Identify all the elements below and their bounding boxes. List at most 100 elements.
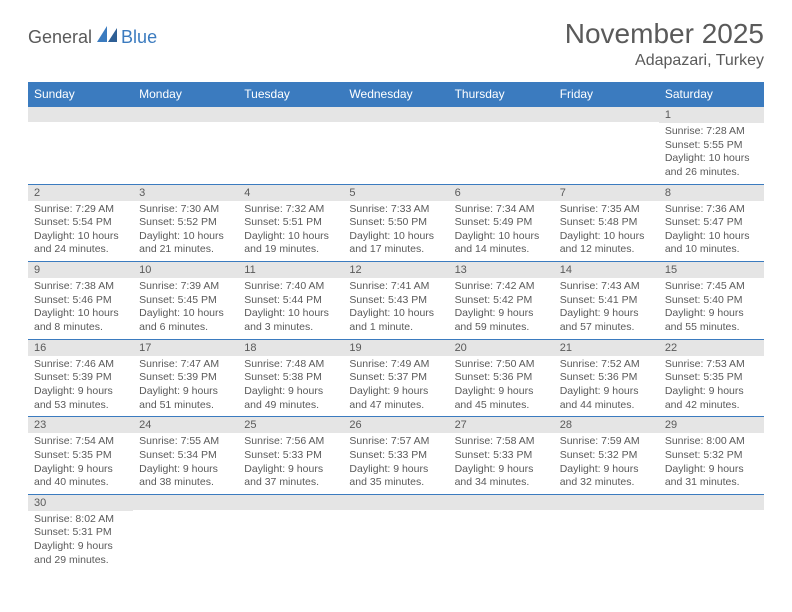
sunrise-text: Sunrise: 7:36 AM xyxy=(665,203,758,217)
day-header: Saturday xyxy=(659,82,764,107)
day-number: 23 xyxy=(28,417,133,433)
calendar-cell: 6Sunrise: 7:34 AMSunset: 5:49 PMDaylight… xyxy=(449,184,554,262)
sunrise-text: Sunrise: 7:50 AM xyxy=(455,358,548,372)
day-content: Sunrise: 7:57 AMSunset: 5:33 PMDaylight:… xyxy=(343,433,448,494)
sunset-text: Sunset: 5:39 PM xyxy=(139,371,232,385)
day-content: Sunrise: 7:41 AMSunset: 5:43 PMDaylight:… xyxy=(343,278,448,339)
daylight-text: Daylight: 9 hours and 57 minutes. xyxy=(560,307,653,334)
sunset-text: Sunset: 5:32 PM xyxy=(560,449,653,463)
day-number: 10 xyxy=(133,262,238,278)
day-number xyxy=(554,495,659,510)
day-header: Monday xyxy=(133,82,238,107)
sunrise-text: Sunrise: 7:52 AM xyxy=(560,358,653,372)
sunset-text: Sunset: 5:54 PM xyxy=(34,216,127,230)
title-block: November 2025 Adapazari, Turkey xyxy=(565,18,764,70)
sunset-text: Sunset: 5:41 PM xyxy=(560,294,653,308)
logo: General Blue xyxy=(28,18,157,49)
sunrise-text: Sunrise: 7:33 AM xyxy=(349,203,442,217)
day-content: Sunrise: 7:39 AMSunset: 5:45 PMDaylight:… xyxy=(133,278,238,339)
daylight-text: Daylight: 10 hours and 17 minutes. xyxy=(349,230,442,257)
daylight-text: Daylight: 10 hours and 8 minutes. xyxy=(34,307,127,334)
day-content: Sunrise: 8:00 AMSunset: 5:32 PMDaylight:… xyxy=(659,433,764,494)
day-content: Sunrise: 7:55 AMSunset: 5:34 PMDaylight:… xyxy=(133,433,238,494)
day-content: Sunrise: 7:52 AMSunset: 5:36 PMDaylight:… xyxy=(554,356,659,417)
sunset-text: Sunset: 5:42 PM xyxy=(455,294,548,308)
calendar-cell: 23Sunrise: 7:54 AMSunset: 5:35 PMDayligh… xyxy=(28,417,133,495)
daylight-text: Daylight: 9 hours and 47 minutes. xyxy=(349,385,442,412)
day-number: 12 xyxy=(343,262,448,278)
day-content: Sunrise: 7:28 AMSunset: 5:55 PMDaylight:… xyxy=(659,123,764,184)
day-number: 3 xyxy=(133,185,238,201)
daylight-text: Daylight: 9 hours and 59 minutes. xyxy=(455,307,548,334)
calendar-cell xyxy=(238,107,343,185)
sunrise-text: Sunrise: 7:48 AM xyxy=(244,358,337,372)
page-header: General Blue November 2025 Adapazari, Tu… xyxy=(28,18,764,70)
sunset-text: Sunset: 5:35 PM xyxy=(665,371,758,385)
calendar-cell: 24Sunrise: 7:55 AMSunset: 5:34 PMDayligh… xyxy=(133,417,238,495)
sunrise-text: Sunrise: 8:00 AM xyxy=(665,435,758,449)
day-content: Sunrise: 7:46 AMSunset: 5:39 PMDaylight:… xyxy=(28,356,133,417)
daylight-text: Daylight: 9 hours and 51 minutes. xyxy=(139,385,232,412)
day-number: 18 xyxy=(238,340,343,356)
calendar-cell: 3Sunrise: 7:30 AMSunset: 5:52 PMDaylight… xyxy=(133,184,238,262)
daylight-text: Daylight: 10 hours and 6 minutes. xyxy=(139,307,232,334)
sunrise-text: Sunrise: 7:59 AM xyxy=(560,435,653,449)
calendar-cell: 20 Sunrise: 7:50 AMSunset: 5:36 PMDayligh… xyxy=(449,339,554,417)
sunrise-text: Sunrise: 7:40 AM xyxy=(244,280,337,294)
day-content: Sunrise: 7:54 AMSunset: 5:35 PMDaylight:… xyxy=(28,433,133,494)
day-number xyxy=(238,107,343,122)
day-number: 26 xyxy=(343,417,448,433)
day-number: 25 xyxy=(238,417,343,433)
day-header: Wednesday xyxy=(343,82,448,107)
sunset-text: Sunset: 5:33 PM xyxy=(455,449,548,463)
calendar-week-row: 2Sunrise: 7:29 AMSunset: 5:54 PMDaylight… xyxy=(28,184,764,262)
sunrise-text: Sunrise: 8:02 AM xyxy=(34,513,127,527)
calendar-cell xyxy=(133,494,238,571)
daylight-text: Daylight: 9 hours and 37 minutes. xyxy=(244,463,337,490)
day-content: Sunrise: 7:33 AMSunset: 5:50 PMDaylight:… xyxy=(343,201,448,262)
calendar-cell: 17Sunrise: 7:47 AMSunset: 5:39 PMDayligh… xyxy=(133,339,238,417)
day-number: 20 xyxy=(449,340,554,356)
calendar-week-row: 23Sunrise: 7:54 AMSunset: 5:35 PMDayligh… xyxy=(28,417,764,495)
daylight-text: Daylight: 10 hours and 14 minutes. xyxy=(455,230,548,257)
daylight-text: Daylight: 9 hours and 29 minutes. xyxy=(34,540,127,567)
daylight-text: Daylight: 9 hours and 44 minutes. xyxy=(560,385,653,412)
calendar-cell: 7Sunrise: 7:35 AMSunset: 5:48 PMDaylight… xyxy=(554,184,659,262)
calendar-week-row: 9Sunrise: 7:38 AMSunset: 5:46 PMDaylight… xyxy=(28,262,764,340)
day-content: Sunrise: 7:34 AMSunset: 5:49 PMDaylight:… xyxy=(449,201,554,262)
sunset-text: Sunset: 5:36 PM xyxy=(455,371,548,385)
calendar-cell: 9Sunrise: 7:38 AMSunset: 5:46 PMDaylight… xyxy=(28,262,133,340)
sunset-text: Sunset: 5:52 PM xyxy=(139,216,232,230)
calendar-cell: 10Sunrise: 7:39 AMSunset: 5:45 PMDayligh… xyxy=(133,262,238,340)
day-content: Sunrise: 8:02 AMSunset: 5:31 PMDaylight:… xyxy=(28,511,133,572)
calendar-cell: 11Sunrise: 7:40 AMSunset: 5:44 PMDayligh… xyxy=(238,262,343,340)
daylight-text: Daylight: 9 hours and 32 minutes. xyxy=(560,463,653,490)
sunrise-text: Sunrise: 7:53 AM xyxy=(665,358,758,372)
calendar-cell: 30Sunrise: 8:02 AMSunset: 5:31 PMDayligh… xyxy=(28,494,133,571)
daylight-text: Daylight: 10 hours and 19 minutes. xyxy=(244,230,337,257)
day-content: Sunrise: 7:53 AMSunset: 5:35 PMDaylight:… xyxy=(659,356,764,417)
sunrise-text: Sunrise: 7:42 AM xyxy=(455,280,548,294)
daylight-text: Daylight: 9 hours and 49 minutes. xyxy=(244,385,337,412)
calendar-cell: 21Sunrise: 7:52 AMSunset: 5:36 PMDayligh… xyxy=(554,339,659,417)
day-number: 16 xyxy=(28,340,133,356)
daylight-text: Daylight: 9 hours and 38 minutes. xyxy=(139,463,232,490)
sunset-text: Sunset: 5:43 PM xyxy=(349,294,442,308)
calendar-cell: 4Sunrise: 7:32 AMSunset: 5:51 PMDaylight… xyxy=(238,184,343,262)
calendar-cell xyxy=(343,494,448,571)
calendar-cell xyxy=(133,107,238,185)
day-number: 17 xyxy=(133,340,238,356)
daylight-text: Daylight: 9 hours and 45 minutes. xyxy=(455,385,548,412)
daylight-text: Daylight: 9 hours and 55 minutes. xyxy=(665,307,758,334)
day-number xyxy=(554,107,659,122)
day-number: 2 xyxy=(28,185,133,201)
day-number xyxy=(238,495,343,510)
calendar-cell xyxy=(449,494,554,571)
day-content: Sunrise: 7:58 AMSunset: 5:33 PMDaylight:… xyxy=(449,433,554,494)
daylight-text: Daylight: 9 hours and 34 minutes. xyxy=(455,463,548,490)
daylight-text: Daylight: 10 hours and 10 minutes. xyxy=(665,230,758,257)
sunset-text: Sunset: 5:38 PM xyxy=(244,371,337,385)
calendar-cell: 28Sunrise: 7:59 AMSunset: 5:32 PMDayligh… xyxy=(554,417,659,495)
day-number xyxy=(449,495,554,510)
day-number: 27 xyxy=(449,417,554,433)
